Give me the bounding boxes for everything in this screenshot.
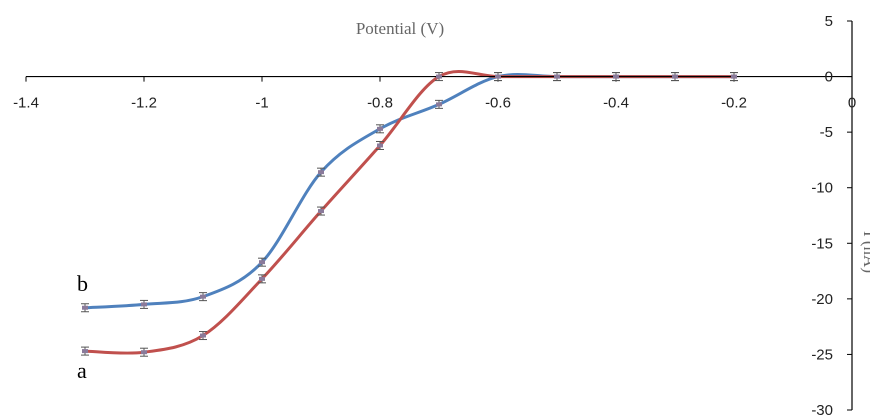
data-point-a — [553, 72, 561, 82]
x-tick-label: -0.6 — [485, 95, 511, 112]
data-point-a — [435, 72, 443, 82]
curves-layer — [83, 69, 736, 355]
x-axis-title: Potential (V) — [356, 19, 444, 38]
data-point-a — [81, 346, 89, 356]
data-point-b — [258, 257, 266, 267]
data-point-a — [317, 206, 325, 216]
data-point-a — [140, 347, 148, 357]
x-tick-label: -0.4 — [603, 95, 629, 112]
x-tick-label: 0 — [848, 95, 856, 112]
series-line-a — [83, 69, 736, 355]
y-axis-title: I (nA) — [860, 231, 870, 273]
y-tick-label: -25 — [811, 346, 833, 363]
series-label-a: a — [77, 358, 87, 383]
data-point-a — [199, 331, 207, 341]
x-tick-label: -1 — [255, 95, 268, 112]
x-tick-label: -1.4 — [13, 95, 39, 112]
data-point-a — [376, 140, 384, 150]
x-tick-label: -1.2 — [131, 95, 157, 112]
data-point-b — [376, 124, 384, 134]
y-tick-label: -15 — [811, 235, 833, 252]
y-tick-label: -20 — [811, 291, 833, 308]
data-point-a — [730, 72, 738, 82]
data-point-a — [671, 72, 679, 82]
markers-layer — [81, 72, 738, 357]
data-point-a — [258, 274, 266, 284]
data-point-b — [199, 292, 207, 302]
data-point-b — [81, 303, 89, 313]
data-point-b — [140, 299, 148, 309]
data-point-b — [435, 99, 443, 109]
y-tick-label: -5 — [820, 124, 833, 141]
x-tick-label: -0.8 — [367, 95, 393, 112]
y-tick-label: -10 — [811, 180, 833, 197]
y-tick-label: 5 — [825, 13, 833, 30]
data-point-a — [494, 72, 502, 82]
data-point-a — [612, 72, 620, 82]
data-point-b — [317, 167, 325, 177]
x-tick-label: -0.2 — [721, 95, 747, 112]
y-tick-label: 0 — [825, 69, 833, 86]
y-tick-label: -30 — [811, 402, 833, 419]
series-label-b: b — [77, 271, 88, 296]
ticks-layer: -1.4 -1.2 -1 -0.8 -0.6 -0.4 -0.2 0 5 0 -5 -10 -15 -20… — [13, 13, 856, 419]
series-line-b — [83, 73, 736, 310]
